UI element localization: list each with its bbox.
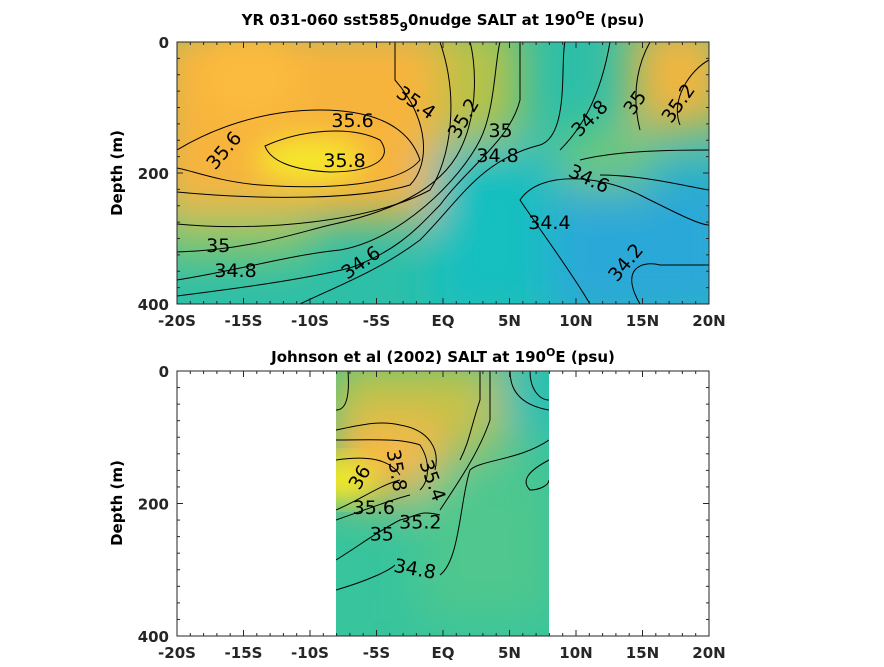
y-tick-label: 400 <box>138 296 169 314</box>
x-tick-label: -15S <box>225 644 263 662</box>
x-tick-label: EQ <box>432 312 455 330</box>
top-ticks: -20S -15S -10S -5S EQ 5N 10N 15N 20N 0 200 400 <box>138 34 726 330</box>
contour-label: 35.6 <box>353 497 395 519</box>
x-tick-label: 15N <box>626 644 659 662</box>
bottom-title: Johnson et al (2002) SALT at 190OE (psu) <box>270 346 615 366</box>
x-tick-label: 5N <box>498 312 521 330</box>
bottom-contour-lines <box>336 371 549 591</box>
contour-label: 35 <box>370 523 394 545</box>
bottom-ylabel: Depth (m) <box>108 460 126 546</box>
x-tick-label: 15N <box>626 312 659 330</box>
contour-label: 34.4 <box>528 212 570 234</box>
x-tick-label: 5N <box>498 644 521 662</box>
x-tick-label: -5S <box>363 312 390 330</box>
x-tick-label: -20S <box>158 312 196 330</box>
y-tick-label: 0 <box>159 34 169 52</box>
x-tick-label: 10N <box>559 644 592 662</box>
contour-label: 35.8 <box>323 150 365 172</box>
x-tick-label: -10S <box>291 644 329 662</box>
bottom-ticks: -20S -15S -10S -5S EQ 5N 10N 15N 20N 0 200 400 <box>138 363 726 662</box>
contour-label: 35.2 <box>399 511 441 533</box>
x-tick-label: EQ <box>432 644 455 662</box>
contour-label: 35.6 <box>331 110 373 132</box>
x-tick-label: -10S <box>291 312 329 330</box>
x-tick-label: 20N <box>692 312 725 330</box>
top-contour-lines <box>177 42 709 304</box>
top-ylabel: Depth (m) <box>108 130 126 216</box>
y-tick-label: 400 <box>138 628 169 646</box>
contour-label: 34.8 <box>214 260 256 282</box>
contour-label: 34.8 <box>476 145 518 167</box>
x-tick-label: -20S <box>158 644 196 662</box>
y-tick-label: 200 <box>138 165 169 183</box>
contour-label: 35 <box>206 235 230 257</box>
contour-label: 35 <box>488 120 512 142</box>
top-title: YR 031-060 sst58590nudge SALT at 190OE (… <box>241 9 645 34</box>
x-tick-label: -15S <box>225 312 263 330</box>
y-tick-label: 0 <box>159 363 169 381</box>
y-tick-label: 200 <box>138 496 169 514</box>
x-tick-label: 10N <box>559 312 592 330</box>
x-tick-label: 20N <box>692 644 725 662</box>
x-tick-label: -5S <box>363 644 390 662</box>
